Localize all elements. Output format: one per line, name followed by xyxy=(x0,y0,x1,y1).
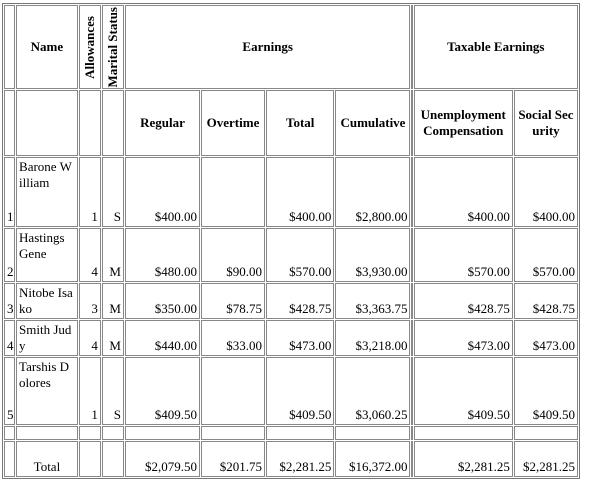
allowances: 4 xyxy=(78,320,101,356)
regular: $350.00 xyxy=(124,283,200,319)
allowances: 4 xyxy=(78,228,101,282)
header-allowances: Allowances xyxy=(81,15,97,79)
total: $409.50 xyxy=(266,357,335,425)
header-marital-cell: Marital Status xyxy=(101,5,124,89)
blank-cell xyxy=(101,426,124,440)
cumulative: $3,363.75 xyxy=(335,283,411,319)
allowances: 1 xyxy=(78,157,101,227)
blank-cell xyxy=(266,426,335,440)
regular-total: $2,079.50 xyxy=(124,441,200,477)
overtime xyxy=(201,357,265,425)
blank-cell xyxy=(335,426,411,440)
total: $570.00 xyxy=(266,228,335,282)
blank-cell xyxy=(124,426,200,440)
social-security-total: $2,281.25 xyxy=(513,441,578,477)
total: $428.75 xyxy=(266,283,335,319)
blank-cell xyxy=(101,90,124,156)
payroll-table: Name Allowances Marital Status Earnings … xyxy=(2,3,580,479)
unemployment: $570.00 xyxy=(413,228,513,282)
total-total: $2,281.25 xyxy=(266,441,335,477)
header-unemployment: Unemployment Compensation xyxy=(413,90,513,156)
header-allowances-cell: Allowances xyxy=(78,5,101,89)
marital-status: M xyxy=(101,283,124,319)
cumulative-total: $16,372.00 xyxy=(335,441,411,477)
unemployment: $473.00 xyxy=(413,320,513,356)
allowances: 1 xyxy=(78,357,101,425)
blank-cell xyxy=(78,90,101,156)
employee-name: Hastings Gene xyxy=(16,228,78,282)
blank-cell xyxy=(411,426,413,440)
social-security: $409.50 xyxy=(513,357,578,425)
total: $400.00 xyxy=(266,157,335,227)
unemployment-total: $2,281.25 xyxy=(413,441,513,477)
overtime xyxy=(201,157,265,227)
employee-name: Barone William xyxy=(16,157,78,227)
header-taxable-earnings: Taxable Earnings xyxy=(413,5,578,89)
employee-name: Nitobe Isako xyxy=(16,283,78,319)
row-number: 5 xyxy=(4,357,16,425)
gap-cell xyxy=(411,5,413,89)
overtime: $90.00 xyxy=(201,228,265,282)
gap-cell xyxy=(411,357,413,425)
blank-cell xyxy=(413,426,513,440)
header-overtime: Overtime xyxy=(201,90,265,156)
row-number: 1 xyxy=(4,157,16,227)
marital-status: M xyxy=(101,320,124,356)
overtime: $33.00 xyxy=(201,320,265,356)
row-number: 3 xyxy=(4,283,16,319)
employee-name: Smith Judy xyxy=(16,320,78,356)
cumulative: $3,930.00 xyxy=(335,228,411,282)
blank-cell xyxy=(16,426,78,440)
unemployment: $400.00 xyxy=(413,157,513,227)
marital-status: S xyxy=(101,157,124,227)
gap-cell xyxy=(411,157,413,227)
unemployment: $428.75 xyxy=(413,283,513,319)
cumulative: $3,218.00 xyxy=(335,320,411,356)
row-number: 2 xyxy=(4,228,16,282)
blank-cell xyxy=(16,90,78,156)
cumulative: $2,800.00 xyxy=(335,157,411,227)
marital-status: M xyxy=(101,228,124,282)
regular: $480.00 xyxy=(124,228,200,282)
cumulative: $3,060.25 xyxy=(335,357,411,425)
header-social-security: Social Security xyxy=(513,90,578,156)
total: $473.00 xyxy=(266,320,335,356)
gap-cell xyxy=(411,228,413,282)
employee-name: Tarshis Dolores xyxy=(16,357,78,425)
social-security: $428.75 xyxy=(513,283,578,319)
regular: $409.50 xyxy=(124,357,200,425)
header-marital-status: Marital Status xyxy=(104,6,120,88)
social-security: $570.00 xyxy=(513,228,578,282)
blank-cell xyxy=(78,441,101,477)
gap-cell xyxy=(411,441,413,477)
regular: $440.00 xyxy=(124,320,200,356)
header-total: Total xyxy=(266,90,335,156)
allowances: 3 xyxy=(78,283,101,319)
blank-cell xyxy=(513,426,578,440)
row-number: 4 xyxy=(4,320,16,356)
header-earnings: Earnings xyxy=(124,5,411,89)
blank-cell xyxy=(4,90,16,156)
overtime: $78.75 xyxy=(201,283,265,319)
blank-cell xyxy=(201,426,265,440)
blank-cell xyxy=(4,441,16,477)
overtime-total: $201.75 xyxy=(201,441,265,477)
header-cumulative: Cumulative xyxy=(335,90,411,156)
gap-cell xyxy=(411,320,413,356)
social-security: $473.00 xyxy=(513,320,578,356)
gap-cell xyxy=(411,283,413,319)
blank-cell xyxy=(78,426,101,440)
regular: $400.00 xyxy=(124,157,200,227)
unemployment: $409.50 xyxy=(413,357,513,425)
total-label: Total xyxy=(16,441,78,477)
blank-cell xyxy=(4,426,16,440)
social-security: $400.00 xyxy=(513,157,578,227)
marital-status: S xyxy=(101,357,124,425)
blank-cell xyxy=(101,441,124,477)
blank-cell xyxy=(4,5,16,89)
gap-cell xyxy=(411,90,413,156)
header-regular: Regular xyxy=(124,90,200,156)
header-name: Name xyxy=(16,5,78,89)
